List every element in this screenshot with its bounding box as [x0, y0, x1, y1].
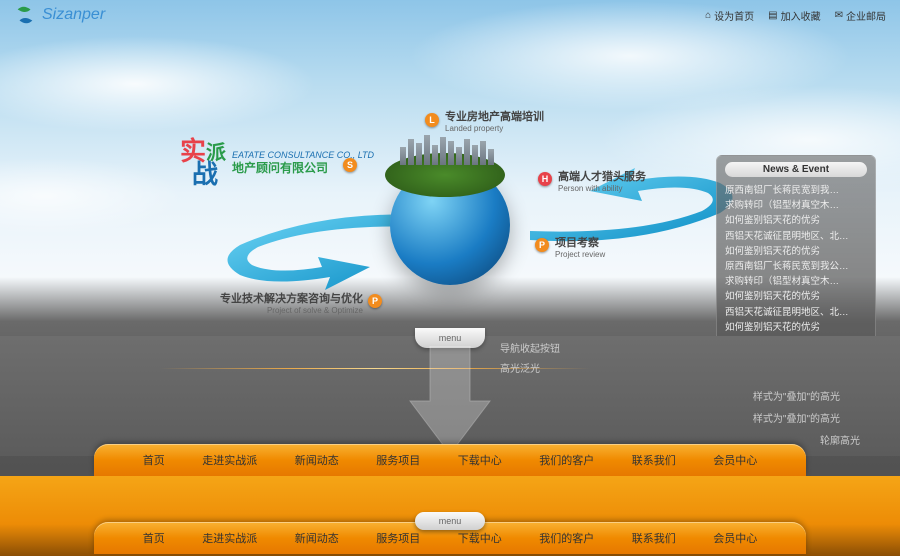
link-label: 加入收藏: [781, 8, 821, 23]
callout-sub: Person with ability: [558, 184, 646, 193]
news-list: 原西南铝厂长蒋民宽到我…求购转印（铝型材真空木…如何鉴别铝天花的优劣西铝天花诚征…: [725, 183, 867, 335]
badge-h: H: [538, 172, 552, 186]
badge-p: P: [535, 238, 549, 252]
news-item[interactable]: 如何鉴别铝天花的优劣: [725, 213, 867, 228]
big-arrow-icon: [405, 346, 495, 456]
news-header: News & Event: [725, 162, 867, 177]
link-sethome[interactable]: ⌂设为首页: [705, 8, 754, 23]
badge-l: L: [425, 113, 439, 127]
nav-item[interactable]: 我们的客户: [539, 452, 594, 468]
annot-glow: 高光泛光: [500, 360, 540, 375]
callout-o: 专业技术解决方案咨询与优化Project of solve & Optimize: [208, 290, 363, 315]
annot-outline: 轮廓高光: [820, 432, 860, 447]
annot-collapse: 导航收起按钮: [500, 340, 560, 355]
nav-item[interactable]: 下载中心: [458, 530, 502, 546]
link-label: 企业邮局: [846, 8, 886, 23]
logo-text: Sizanper: [42, 6, 105, 24]
callout-sub: Landed property: [445, 124, 544, 133]
nav-item[interactable]: 首页: [143, 530, 165, 546]
logo[interactable]: Sizanper: [14, 4, 105, 26]
nav-item[interactable]: 走进实战派: [202, 530, 257, 546]
callout-l: 专业房地产高端培训Landed property: [445, 108, 544, 133]
menu-pill-top[interactable]: menu: [415, 328, 485, 348]
nav-item[interactable]: 联系我们: [632, 530, 676, 546]
callout-title: 专业房地产高端培训: [445, 108, 544, 124]
nav-item[interactable]: 新闻动态: [295, 530, 339, 546]
brand-char: 战: [192, 163, 226, 186]
hero-graphic: 实派 战 EATATE CONSULTANCE CO., LTD 地产顾问有限公…: [180, 110, 720, 330]
news-item[interactable]: 西铝天花诚征昆明地区、北…: [725, 305, 867, 320]
annot-overlay2: 样式为"叠加"的高光: [753, 410, 840, 425]
mail-icon: ✉: [835, 10, 843, 21]
link-favorite[interactable]: ▤ 加入收藏: [768, 8, 820, 23]
nav-item[interactable]: 我们的客户: [539, 530, 594, 546]
link-mail[interactable]: ✉企业邮局: [835, 8, 886, 23]
nav-item[interactable]: 服务项目: [376, 452, 420, 468]
home-icon: ⌂: [705, 10, 711, 21]
brand-chars: 实派 战: [180, 140, 226, 187]
orange-nav-1: 首页 走进实战派 新闻动态 服务项目 下载中心 我们的客户 联系我们 会员中心: [94, 444, 806, 476]
nav-item[interactable]: 走进实战派: [202, 452, 257, 468]
link-label: 设为首页: [714, 8, 754, 23]
news-item[interactable]: 原西南铝厂长蒋民宽到我公…: [725, 259, 867, 274]
nav-item[interactable]: 会员中心: [713, 452, 757, 468]
nav-item[interactable]: 新闻动态: [295, 452, 339, 468]
logo-icon: [14, 4, 36, 26]
news-item[interactable]: 求购转印（铝型材真空木…: [725, 274, 867, 289]
globe-wrap: [375, 145, 525, 295]
city-buildings: [400, 135, 500, 165]
badge-s: S: [343, 158, 357, 172]
callout-sub: Project review: [555, 250, 605, 259]
nav-item[interactable]: 首页: [143, 452, 165, 468]
news-item[interactable]: 如何鉴别铝天花的优劣: [725, 244, 867, 259]
top-bar: Sizanper ⌂设为首页 ▤ 加入收藏 ✉企业邮局: [0, 3, 900, 27]
top-links: ⌂设为首页 ▤ 加入收藏 ✉企业邮局: [705, 8, 886, 23]
news-item[interactable]: 西铝天花诚征昆明地区、北…: [725, 229, 867, 244]
star-icon: ▤: [768, 10, 777, 21]
nav-item[interactable]: 服务项目: [376, 530, 420, 546]
callout-p: 项目考察Project review: [555, 234, 605, 259]
callout-title: 高端人才猎头服务: [558, 168, 646, 184]
news-item[interactable]: 如何鉴别铝天花的优劣: [725, 320, 867, 335]
callout-h: 高端人才猎头服务Person with ability: [558, 168, 646, 193]
news-panel: News & Event 原西南铝厂长蒋民宽到我…求购转印（铝型材真空木…如何鉴…: [716, 155, 876, 346]
news-item[interactable]: 求购转印（铝型材真空木…: [725, 198, 867, 213]
news-item[interactable]: 原西南铝厂长蒋民宽到我…: [725, 183, 867, 198]
callout-title: 项目考察: [555, 234, 605, 250]
badge-o: P: [368, 294, 382, 308]
callout-sub: Project of solve & Optimize: [208, 306, 363, 315]
news-item[interactable]: 如何鉴别铝天花的优劣: [725, 289, 867, 304]
annot-overlay1: 样式为"叠加"的高光: [753, 388, 840, 403]
nav-item[interactable]: 会员中心: [713, 530, 757, 546]
menu-pill-bottom[interactable]: menu: [415, 512, 485, 530]
nav-item[interactable]: 下载中心: [458, 452, 502, 468]
callout-title: 专业技术解决方案咨询与优化: [208, 290, 363, 306]
nav-item[interactable]: 联系我们: [632, 452, 676, 468]
